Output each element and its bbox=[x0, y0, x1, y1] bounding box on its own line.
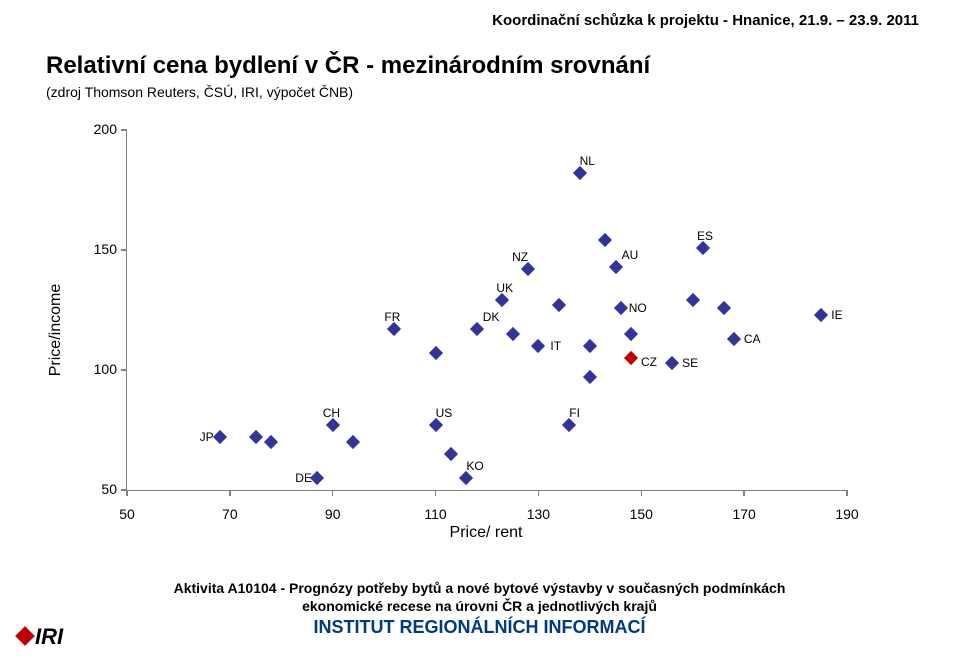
data-point-label: IT bbox=[550, 339, 561, 353]
data-point-label: JP bbox=[200, 430, 214, 444]
x-tick-label: 110 bbox=[416, 506, 456, 522]
x-tick-label: 190 bbox=[827, 506, 867, 522]
x-tick-label: 90 bbox=[313, 506, 353, 522]
data-point-label: CH bbox=[323, 406, 340, 420]
data-point-marker bbox=[470, 322, 484, 336]
x-tickmark bbox=[641, 490, 643, 496]
data-point-marker bbox=[608, 260, 622, 274]
data-point-marker bbox=[428, 346, 442, 360]
data-point-label: US bbox=[436, 406, 453, 420]
data-point-label: DK bbox=[483, 310, 500, 324]
footer-line-3: INSTITUT REGIONÁLNÍCH INFORMACÍ bbox=[0, 617, 959, 638]
data-point-label: CZ bbox=[641, 355, 657, 369]
data-point-marker bbox=[212, 430, 226, 444]
data-point-marker bbox=[552, 298, 566, 312]
data-point-marker bbox=[572, 166, 586, 180]
data-point-label: CA bbox=[744, 332, 761, 346]
data-point-marker bbox=[624, 351, 638, 365]
data-point-marker bbox=[686, 293, 700, 307]
data-point-label: ES bbox=[697, 229, 713, 243]
logo-text: IRI bbox=[35, 624, 63, 649]
x-tick-label: 130 bbox=[518, 506, 558, 522]
x-tick-label: 70 bbox=[210, 506, 250, 522]
footer-line-2: ekonomické recese na úrovni ČR a jednotl… bbox=[0, 598, 959, 614]
x-axis-label: Price/ rent bbox=[450, 524, 523, 542]
data-point-marker bbox=[665, 356, 679, 370]
y-tick-label: 150 bbox=[77, 241, 117, 257]
x-tickmark bbox=[743, 490, 745, 496]
x-tickmark bbox=[435, 490, 437, 496]
x-tick-label: 150 bbox=[621, 506, 661, 522]
y-tickmark bbox=[121, 249, 127, 251]
data-point-marker bbox=[495, 293, 509, 307]
page-title: Relativní cena bydlení v ČR - mezinárodn… bbox=[46, 52, 650, 80]
x-tickmark bbox=[538, 490, 540, 496]
x-tickmark bbox=[846, 490, 848, 496]
data-point-marker bbox=[387, 322, 401, 336]
data-point-label: FR bbox=[384, 310, 400, 324]
data-point-label: SE bbox=[682, 356, 698, 370]
page-header: Koordinační schůzka k projektu - Hnanice… bbox=[492, 12, 919, 29]
data-point-marker bbox=[562, 418, 576, 432]
y-tickmark bbox=[121, 369, 127, 371]
data-point-marker bbox=[583, 339, 597, 353]
data-point-marker bbox=[310, 471, 324, 485]
data-point-marker bbox=[346, 435, 360, 449]
data-point-marker bbox=[444, 447, 458, 461]
data-point-label: FI bbox=[569, 406, 580, 420]
page-subtitle: (zdroj Thomson Reuters, ČSÚ, IRI, výpoče… bbox=[46, 84, 353, 100]
data-point-marker bbox=[814, 308, 828, 322]
footer-line-1: Aktivita A10104 - Prognózy potřeby bytů … bbox=[0, 580, 959, 596]
x-tickmark bbox=[229, 490, 231, 496]
plot-area: 50100150200507090110130150170190JPDECHFR… bbox=[126, 130, 847, 491]
data-point-label: IE bbox=[831, 308, 842, 322]
data-point-marker bbox=[521, 262, 535, 276]
data-point-marker bbox=[531, 339, 545, 353]
data-point-marker bbox=[598, 233, 612, 247]
x-tick-label: 170 bbox=[724, 506, 764, 522]
data-point-label: AU bbox=[622, 248, 639, 262]
y-tickmark bbox=[121, 129, 127, 131]
data-point-label: NL bbox=[580, 154, 595, 168]
data-point-marker bbox=[506, 327, 520, 341]
data-point-label: DE bbox=[295, 471, 312, 485]
data-point-marker bbox=[428, 418, 442, 432]
x-tick-label: 50 bbox=[107, 506, 147, 522]
data-point-label: NZ bbox=[512, 250, 528, 264]
data-point-label: NO bbox=[629, 301, 647, 315]
data-point-marker bbox=[727, 332, 741, 346]
data-point-marker bbox=[614, 301, 628, 315]
data-point-marker bbox=[264, 435, 278, 449]
x-tickmark bbox=[126, 490, 128, 496]
iri-logo: IRI bbox=[18, 624, 63, 650]
data-point-marker bbox=[248, 430, 262, 444]
y-tick-label: 100 bbox=[77, 361, 117, 377]
data-point-marker bbox=[583, 370, 597, 384]
logo-diamond-icon bbox=[15, 626, 35, 646]
scatter-chart: Price/income 50 100 150 200 50 70 90 110 130 150 1… bbox=[46, 120, 866, 540]
data-point-marker bbox=[459, 471, 473, 485]
y-tick-label: 200 bbox=[77, 121, 117, 137]
data-point-marker bbox=[716, 301, 730, 315]
data-point-marker bbox=[326, 418, 340, 432]
data-point-marker bbox=[696, 241, 710, 255]
data-point-label: KO bbox=[466, 459, 483, 473]
data-point-label: UK bbox=[496, 281, 513, 295]
data-point-marker bbox=[624, 327, 638, 341]
y-axis-label: Price/income bbox=[47, 284, 65, 376]
y-tick-label: 50 bbox=[77, 481, 117, 497]
x-tickmark bbox=[332, 490, 334, 496]
page-root: Koordinační schůzka k projektu - Hnanice… bbox=[0, 0, 959, 668]
